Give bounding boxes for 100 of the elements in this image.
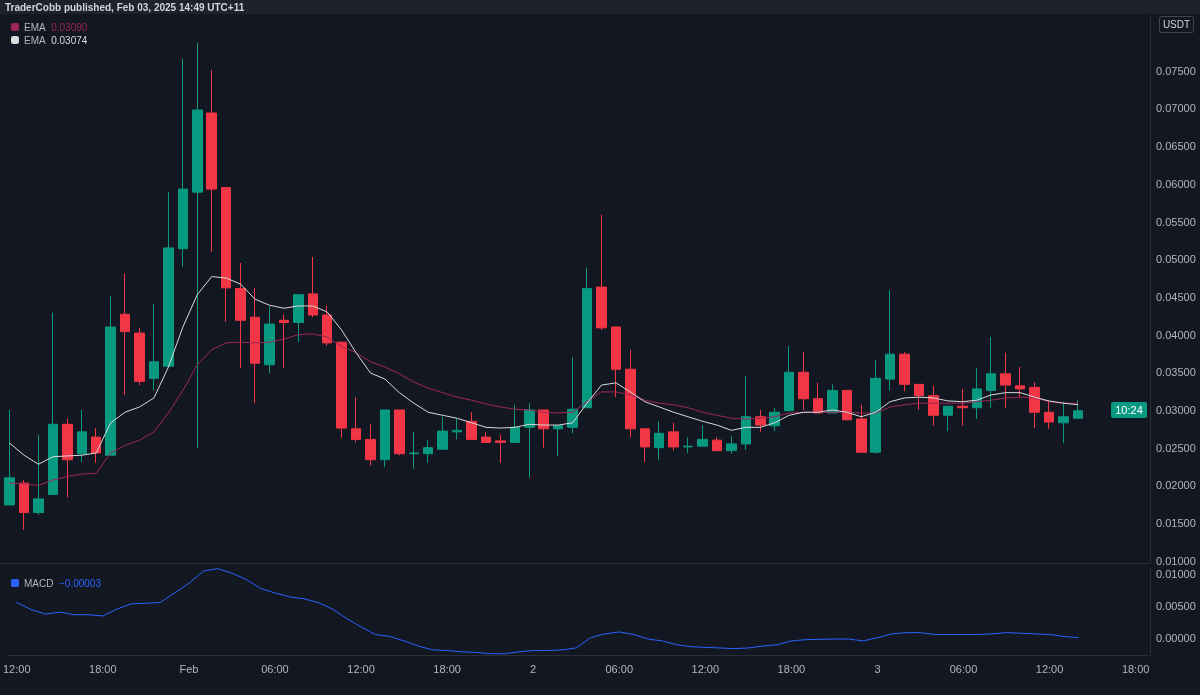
candlestick — [1015, 366, 1025, 398]
candlestick — [105, 295, 116, 456]
candlestick — [437, 416, 448, 450]
candlestick — [1029, 381, 1040, 429]
y-tick-label: 0.05000 — [1156, 253, 1196, 266]
candlestick — [885, 289, 895, 391]
x-tick-label: 2 — [530, 662, 537, 675]
candlestick — [553, 425, 563, 457]
candlestick — [409, 431, 419, 470]
y-tick-label: 0.04500 — [1156, 290, 1196, 303]
legend-label: EMA 0.03090 — [24, 21, 88, 33]
candlestick — [697, 424, 708, 447]
candlestick — [899, 351, 910, 392]
candlestick — [596, 214, 607, 331]
candlestick — [683, 436, 693, 454]
candlestick — [842, 389, 852, 421]
candlestick — [264, 305, 275, 374]
candlestick — [668, 422, 679, 452]
candlestick — [62, 417, 73, 498]
x-tick-label: 18:00 — [433, 662, 461, 675]
candlestick — [986, 336, 996, 409]
candlestick — [33, 434, 44, 516]
candlestick — [4, 409, 15, 506]
y-tick-label: 0.06000 — [1156, 177, 1196, 190]
y-tick-label: 0.03500 — [1156, 366, 1196, 379]
x-tick-label: 18:00 — [89, 662, 117, 675]
candlestick — [1000, 352, 1011, 409]
candlestick — [308, 256, 318, 318]
candlestick — [163, 191, 174, 367]
candlestick — [495, 434, 506, 464]
candlestick — [914, 383, 924, 411]
candlestick — [957, 388, 968, 427]
candlestick — [654, 420, 664, 461]
candlestick — [827, 383, 838, 414]
candlestick — [452, 417, 462, 440]
x-tick-label: Feb — [179, 662, 199, 675]
candlestick — [1058, 401, 1069, 444]
candlestick — [640, 428, 650, 463]
candlestick — [726, 435, 737, 455]
y-tick-label: 0.01000 — [1156, 567, 1196, 580]
y-tick-label: 0.02500 — [1156, 441, 1196, 454]
candlestick — [149, 303, 159, 391]
x-tick-label: 12:00 — [1035, 662, 1064, 675]
candlestick — [510, 404, 520, 443]
x-tick-label: 06:00 — [605, 662, 634, 675]
candlestick — [870, 359, 881, 455]
candlestick — [221, 187, 231, 323]
candlestick — [192, 42, 203, 449]
candlestick — [134, 327, 145, 386]
candlestick — [798, 351, 809, 411]
candlestick — [856, 404, 867, 453]
x-tick-label: 18:00 — [777, 662, 806, 675]
x-tick-label: 06:00 — [261, 662, 289, 675]
candlestick — [741, 375, 751, 451]
candlestick — [279, 313, 289, 369]
candlestick — [813, 382, 823, 414]
candlestick — [19, 479, 29, 531]
candlestick — [322, 305, 332, 347]
y-tick-label: 0.07500 — [1156, 64, 1196, 77]
text: TraderCobb published, Feb 03, 2025 14:49 UTC+11 — [5, 1, 245, 13]
candlestick — [77, 409, 87, 463]
candlestick — [365, 423, 376, 467]
candlestick — [481, 431, 491, 443]
y-tick-label: 0.01500 — [1156, 517, 1196, 530]
candlestick — [394, 409, 405, 456]
candlestick — [1073, 399, 1083, 419]
y-tick-label: 0.07000 — [1156, 102, 1196, 115]
text: USDT — [1162, 19, 1191, 30]
candlestick — [611, 326, 621, 398]
x-tick-label: 12:00 — [347, 662, 375, 675]
candlestick — [423, 439, 433, 464]
candlestick — [784, 345, 794, 412]
y-tick-label: 0.01000 — [1156, 554, 1196, 567]
y-tick-label: 0.06500 — [1156, 140, 1196, 153]
candlestick — [235, 262, 246, 369]
candlestick — [206, 69, 217, 253]
y-tick-label: 0.03000 — [1156, 403, 1196, 416]
candlestick — [1044, 401, 1054, 430]
candlestick — [250, 287, 260, 404]
candlestick — [943, 405, 953, 432]
line-series — [9, 333, 1079, 486]
y-tick-label: 0.00500 — [1156, 599, 1196, 612]
candlestick — [293, 294, 304, 343]
candlestick — [582, 267, 592, 409]
x-tick-label: 06:00 — [949, 662, 978, 675]
annotation: 10:24 — [1115, 404, 1143, 416]
candlestick — [351, 396, 361, 443]
x-tick-label: 18:00 — [1121, 662, 1150, 675]
candlestick — [336, 341, 347, 439]
x-tick-label: 12:00 — [691, 662, 720, 675]
candlestick — [380, 409, 390, 468]
y-tick-label: 0.02000 — [1156, 479, 1196, 492]
candlestick — [712, 436, 722, 452]
line-series — [9, 276, 1079, 465]
candlestick — [178, 58, 188, 268]
candlestick — [91, 427, 101, 464]
y-tick-label: 0.00000 — [1156, 631, 1196, 644]
x-tick-label: 12:00 — [3, 662, 31, 675]
y-tick-label: 0.05500 — [1156, 215, 1196, 228]
legend-label: EMA 0.03074 — [24, 34, 88, 46]
